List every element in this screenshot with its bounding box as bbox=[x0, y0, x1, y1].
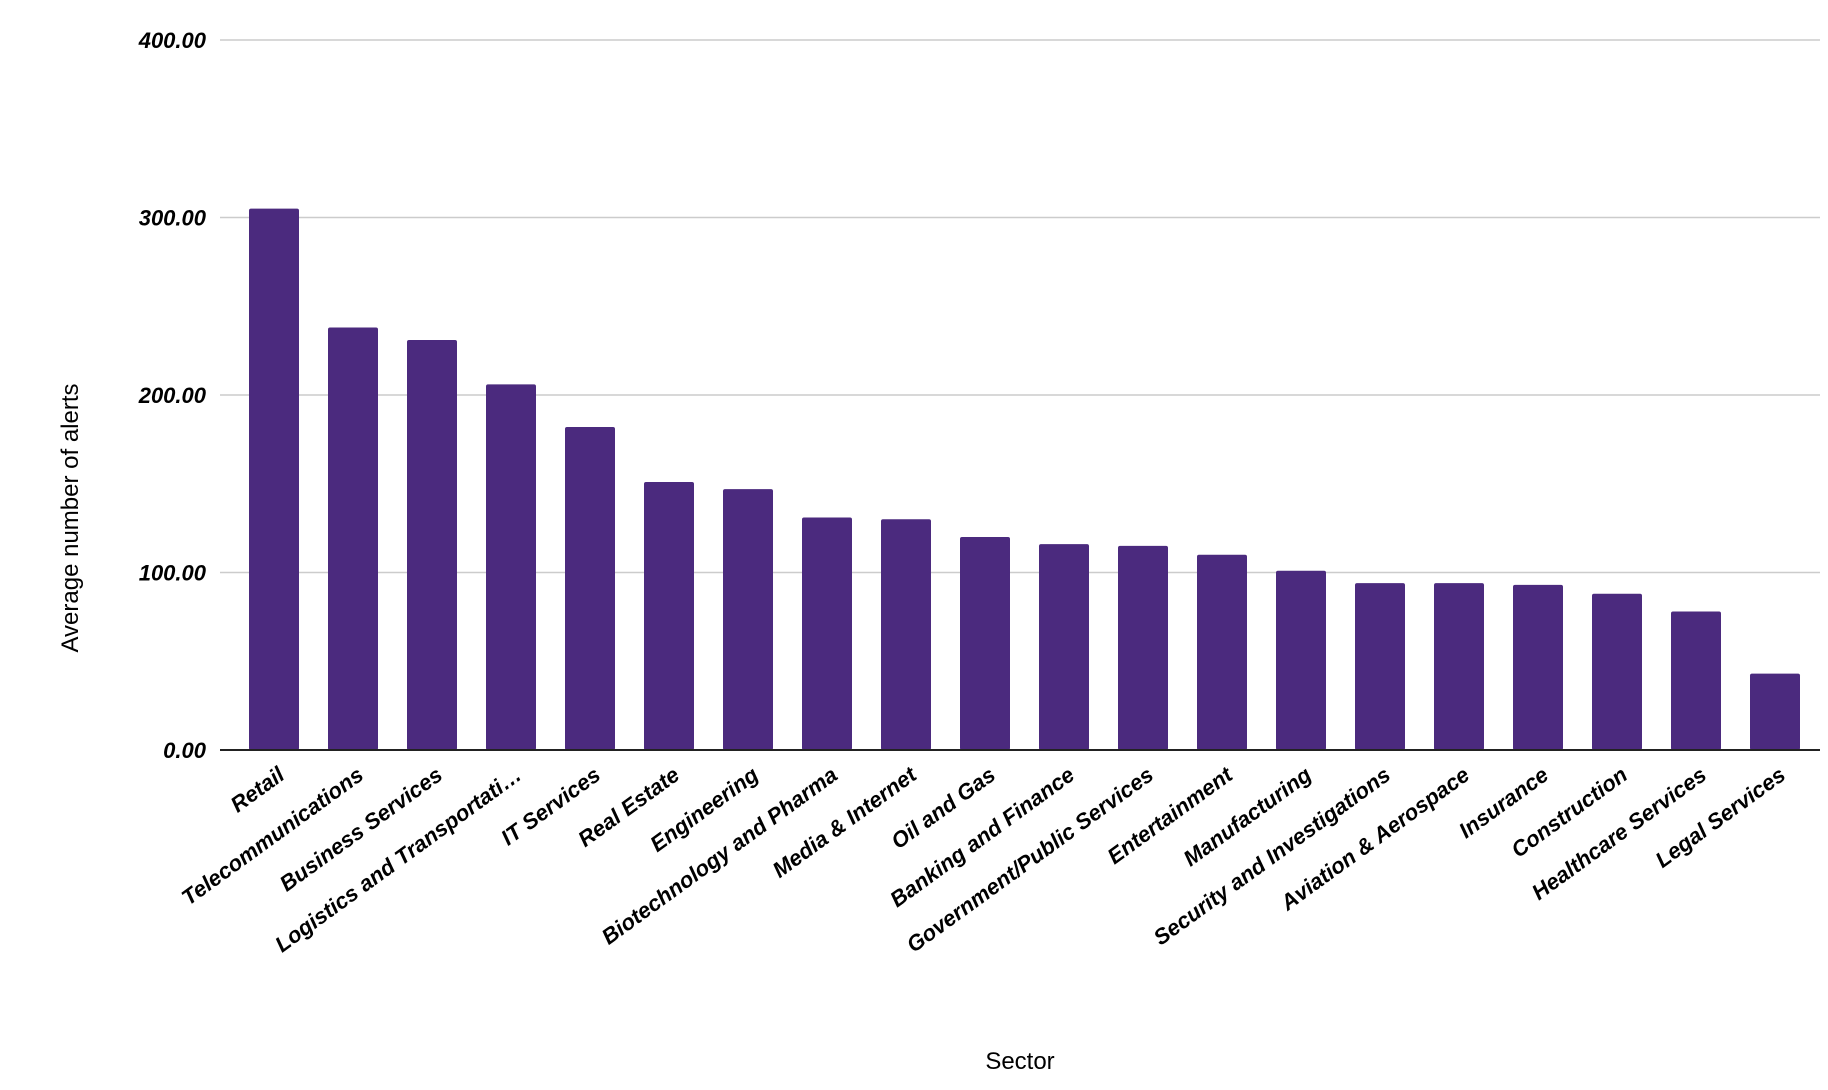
bar bbox=[1513, 584, 1563, 750]
gridlines bbox=[220, 39, 1820, 574]
y-tick-label: 300.00 bbox=[139, 206, 207, 231]
bar bbox=[565, 426, 615, 750]
y-axis-title: Average number of alerts bbox=[57, 383, 84, 652]
bar bbox=[1750, 673, 1800, 750]
y-tick-label: 100.00 bbox=[139, 561, 207, 586]
bar bbox=[486, 384, 536, 750]
bars bbox=[249, 208, 1800, 750]
bar bbox=[723, 489, 773, 750]
y-tick-label: 400.00 bbox=[138, 28, 207, 53]
bar bbox=[1039, 544, 1089, 750]
bar bbox=[1197, 554, 1247, 750]
x-tick-label: Legal Services bbox=[1651, 762, 1790, 873]
bar bbox=[1592, 593, 1642, 750]
bar bbox=[328, 327, 378, 750]
y-tick-label: 0.00 bbox=[163, 738, 207, 763]
x-tick-label: Retail bbox=[226, 761, 290, 817]
bar bbox=[407, 339, 457, 750]
y-tick-label: 200.00 bbox=[138, 383, 207, 408]
x-axis-title: Sector bbox=[985, 1048, 1054, 1075]
bar bbox=[1434, 583, 1484, 750]
bar bbox=[1355, 583, 1405, 750]
bar bbox=[1118, 545, 1168, 750]
y-tick-labels: 0.00 100.00 200.00 300.00 400.00 bbox=[138, 28, 207, 763]
bar bbox=[249, 208, 299, 750]
bar bbox=[1276, 570, 1326, 750]
bar bbox=[881, 519, 931, 750]
bar bbox=[1671, 611, 1721, 750]
x-tick-label: Media & Internet bbox=[768, 761, 922, 883]
bar bbox=[960, 537, 1010, 750]
bar bbox=[644, 481, 694, 750]
bar bbox=[802, 517, 852, 750]
